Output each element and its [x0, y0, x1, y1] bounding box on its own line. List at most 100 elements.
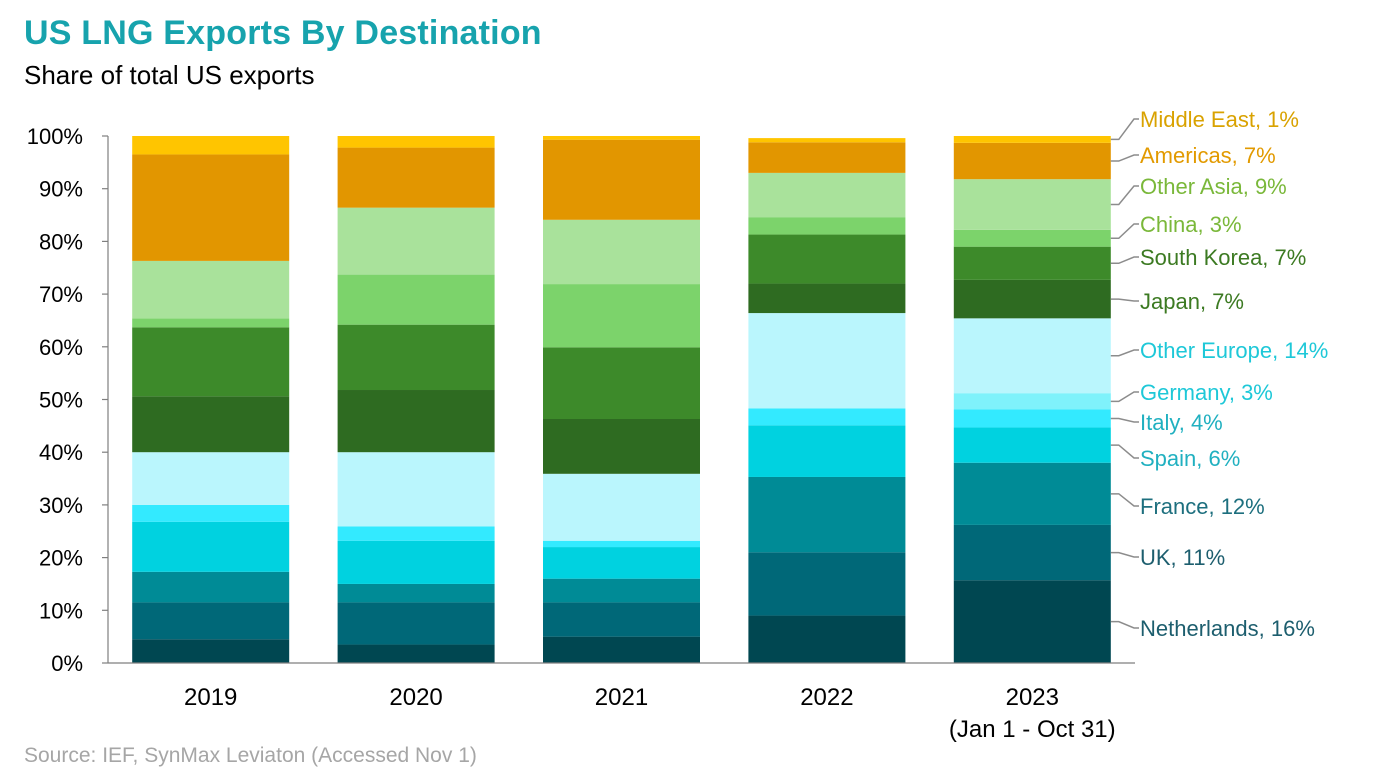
series-label-japan: Japan, 7%	[1140, 289, 1244, 314]
bar-segment-japan-2020	[337, 390, 495, 453]
bar-segment-china-2022	[748, 217, 906, 235]
bar-segment-other-europe-2020	[337, 452, 495, 527]
bar-segment-netherlands-2019	[132, 639, 290, 663]
bar-segment-americas-2021	[543, 139, 700, 220]
bar-segment-spain-2020	[337, 540, 495, 584]
bar-segment-middle-east-2022	[748, 138, 906, 143]
x-tick-label: 2019	[184, 684, 237, 711]
bar-segment-italy-2021	[543, 540, 700, 548]
series-label-uk: UK, 11%	[1140, 545, 1225, 570]
bar-segment-japan-2022	[748, 283, 906, 314]
leader-line	[1110, 256, 1139, 265]
leader-line	[1110, 391, 1139, 403]
bar-segment-other-asia-2021	[543, 219, 700, 285]
bar-segment-china-2023	[953, 229, 1111, 247]
bar-segment-other-europe-2023	[953, 318, 1111, 394]
bar-segment-netherlands-2021	[543, 636, 700, 663]
bar-segment-china-2021	[543, 284, 700, 348]
bar-segment-spain-2023	[953, 427, 1111, 463]
bar-segment-italy-2020	[337, 526, 495, 541]
bar-segment-italy-2019	[132, 504, 290, 522]
bar-segment-netherlands-2023	[953, 580, 1111, 663]
bar-segment-south-korea-2023	[953, 246, 1111, 280]
bar-segment-other-asia-2020	[337, 207, 495, 275]
bar-segment-china-2020	[337, 274, 495, 325]
bar-segment-middle-east-2021	[543, 136, 700, 140]
bar-segment-uk-2022	[748, 552, 906, 616]
series-label-china: China, 3%	[1140, 212, 1242, 237]
y-tick-label: 90%	[39, 177, 83, 202]
bar-segment-americas-2019	[132, 154, 290, 261]
y-tick-label: 70%	[39, 282, 83, 307]
bar-segment-france-2022	[748, 476, 906, 553]
source-note: Source: IEF, SynMax Leviaton (Accessed N…	[24, 744, 477, 767]
bar-segment-other-asia-2019	[132, 260, 290, 319]
leader-line	[1110, 417, 1139, 423]
x-tick-sublabel: (Jan 1 - Oct 31)	[949, 716, 1116, 743]
series-label-middle-east: Middle East, 1%	[1140, 107, 1299, 132]
y-tick-label: 20%	[39, 546, 83, 571]
series-label-other-europe: Other Europe, 14%	[1140, 338, 1328, 363]
bar-segment-middle-east-2023	[953, 136, 1111, 143]
x-tick-label: 2023	[1006, 684, 1059, 711]
series-label-americas: Americas, 7%	[1140, 143, 1276, 168]
bar-segment-italy-2023	[953, 409, 1111, 428]
y-tick-label: 30%	[39, 493, 83, 518]
bar-segment-uk-2021	[543, 602, 700, 637]
bar-segment-south-korea-2019	[132, 327, 290, 397]
series-label-other-asia: Other Asia, 9%	[1140, 174, 1287, 199]
y-tick-label: 60%	[39, 335, 83, 360]
series-label-germany: Germany, 3%	[1140, 380, 1273, 405]
y-tick-label: 10%	[39, 598, 83, 623]
bar-segment-other-europe-2022	[748, 313, 906, 409]
leader-line	[1110, 493, 1139, 507]
x-tick-label: 2020	[389, 684, 442, 711]
series-label-netherlands: Netherlands, 16%	[1140, 616, 1315, 641]
bar-segment-uk-2023	[953, 524, 1111, 581]
series-label-france: France, 12%	[1140, 494, 1265, 519]
x-tick-label: 2021	[595, 684, 648, 711]
series-label-south-korea: South Korea, 7%	[1140, 245, 1306, 270]
y-tick-label: 100%	[27, 124, 83, 149]
leader-line	[1110, 298, 1139, 302]
chart-subtitle: Share of total US exports	[24, 60, 315, 90]
series-label-italy: Italy, 4%	[1140, 410, 1223, 435]
bar-segment-uk-2019	[132, 602, 290, 640]
bar-segment-south-korea-2022	[748, 234, 906, 284]
leader-line	[1110, 620, 1139, 629]
bar-segment-other-europe-2019	[132, 452, 290, 505]
leader-line	[1110, 349, 1139, 357]
leader-line	[1110, 154, 1139, 162]
leader-line	[1110, 444, 1139, 459]
y-tick-label: 0%	[51, 651, 83, 676]
bar-segment-americas-2022	[748, 142, 906, 173]
bar-segment-netherlands-2022	[748, 615, 906, 663]
bar-segment-japan-2021	[543, 418, 700, 474]
bar-segment-other-asia-2023	[953, 179, 1111, 230]
bar-segment-south-korea-2020	[337, 324, 495, 391]
bar-segment-middle-east-2020	[337, 136, 495, 148]
bar-segment-spain-2019	[132, 521, 290, 572]
leader-line	[1110, 551, 1139, 558]
bar-segment-japan-2019	[132, 396, 290, 453]
series-label-spain: Spain, 6%	[1140, 446, 1240, 471]
chart-title: US LNG Exports By Destination	[24, 14, 542, 52]
bar-segment-spain-2022	[748, 425, 906, 477]
leader-line	[1110, 223, 1139, 239]
bar-segment-italy-2022	[748, 408, 906, 426]
bar-segment-netherlands-2020	[337, 644, 495, 663]
y-tick-label: 80%	[39, 229, 83, 254]
bar-segment-japan-2023	[953, 279, 1111, 319]
bar-segment-south-korea-2021	[543, 347, 700, 419]
leader-line	[1110, 118, 1139, 141]
bar-segment-france-2020	[337, 583, 495, 603]
bar-segment-other-europe-2021	[543, 473, 700, 541]
bar-segment-france-2023	[953, 462, 1111, 525]
bar-segment-china-2019	[132, 318, 290, 328]
bar-segment-france-2019	[132, 571, 290, 603]
leader-line	[1110, 185, 1139, 206]
bar-segment-spain-2021	[543, 547, 700, 579]
bar-segment-uk-2020	[337, 602, 495, 645]
bar-segment-americas-2023	[953, 142, 1111, 180]
